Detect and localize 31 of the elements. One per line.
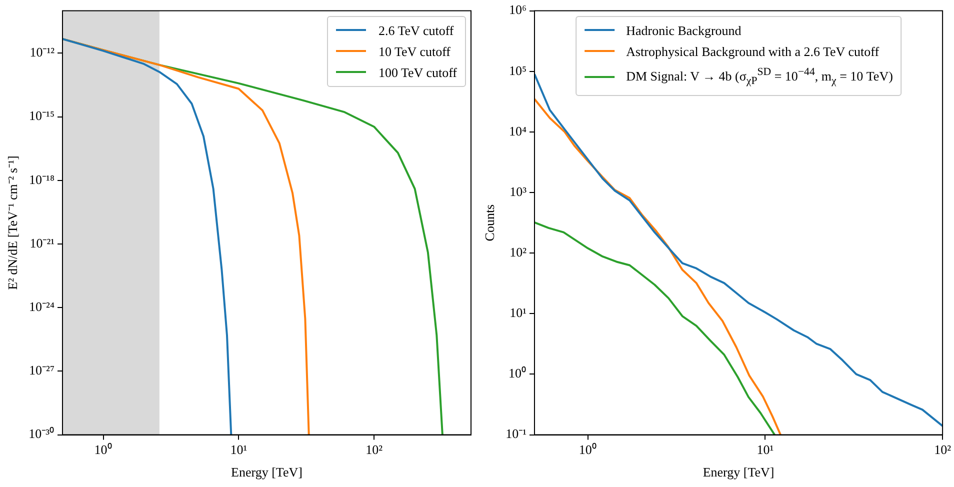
x-tick-label: 10¹: [756, 442, 774, 458]
y-tick-label: 10⁻¹⁵: [29, 108, 54, 124]
y-tick-label: 10⁶: [508, 2, 526, 18]
y-tick-label: 10⁻²⁴: [29, 299, 55, 314]
legend-label: Astrophysical Background with a 2.6 TeV cutoff: [626, 42, 880, 61]
y-tick-label: 10⁻¹: [506, 426, 527, 442]
x-tick-label: 10⁰: [578, 442, 597, 458]
y-tick-label: 10²: [510, 244, 527, 260]
y-tick-label: 10⁻²¹: [30, 235, 55, 250]
y-tick-label: 10⁻¹⁸: [29, 172, 55, 187]
legend-label: 100 TeV cutoff: [378, 64, 457, 82]
y-tick-label: 10⁵: [508, 62, 526, 78]
x-tick-label: 10⁰: [94, 442, 112, 458]
x-tick-label: 10²: [934, 442, 952, 458]
x-axis-title: Energy [TeV]: [702, 464, 774, 480]
y-axis-title: Counts: [482, 204, 498, 242]
legend-label: DM Signal: V → 4b (σ$_{χP}$$^{SD}$ = 10$^{−44}$, m$_{χ}$ = 10 TeV): [626, 64, 893, 89]
y-axis-title: E² dN/dE [TeV⁻¹ cm⁻² s⁻¹]: [5, 156, 20, 290]
x-tick-label: 10¹: [230, 442, 248, 458]
y-tick-label: 10⁰: [508, 366, 526, 381]
y-tick-label: 10⁻²⁷: [29, 362, 54, 378]
legend-label: 10 TeV cutoff: [378, 42, 450, 61]
legend-label: Hadronic Background: [626, 22, 742, 40]
y-tick-label: 10³: [510, 184, 527, 199]
y-tick-label: 10⁴: [508, 123, 527, 138]
y-tick-label: 10¹: [510, 305, 527, 320]
x-axis-title: Energy [TeV]: [231, 464, 302, 480]
y-tick-label: 10⁻³⁰: [28, 426, 54, 442]
x-tick-label: 10²: [366, 442, 383, 458]
legend-label: 2.6 TeV cutoff: [378, 22, 454, 40]
y-tick-label: 10⁻¹²: [30, 44, 55, 60]
